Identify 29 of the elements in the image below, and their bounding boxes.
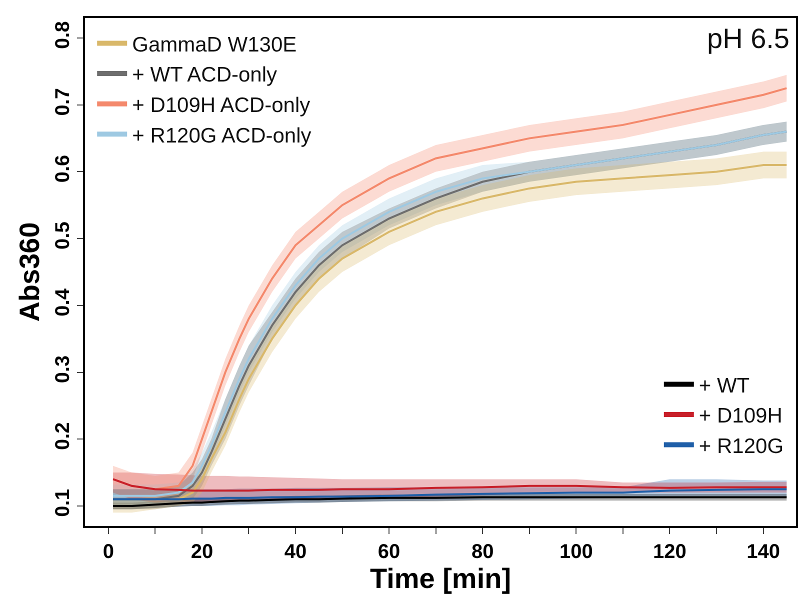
- x-tick-label: 100: [559, 541, 593, 563]
- x-tick-label: 60: [378, 541, 400, 563]
- legend-label: + WT: [698, 374, 750, 398]
- x-tick-label: 140: [746, 541, 780, 563]
- line-series: [178, 164, 788, 500]
- y-tick-label: 0.4: [52, 288, 74, 316]
- x-tick-label: 120: [653, 541, 686, 563]
- y-tick-label: 0.6: [52, 154, 74, 183]
- y-tick-label: 0.5: [52, 222, 74, 250]
- y-tick-label: 0.3: [52, 355, 74, 384]
- x-tick-label: 20: [190, 541, 214, 563]
- line-series: [112, 478, 788, 492]
- x-tick-label: 80: [471, 541, 494, 563]
- x-axis-title: Time [min]: [370, 563, 512, 594]
- y-axis-title: Abs360: [14, 222, 46, 322]
- legend-label: GammaD W130E: [132, 33, 297, 56]
- y-tick-label: 0.7: [52, 88, 74, 116]
- legend-label: + WT ACD-only: [132, 64, 278, 87]
- annotation: pH 6.5: [707, 23, 790, 54]
- legend-label: + D109H: [698, 404, 782, 428]
- line-series: [112, 488, 788, 500]
- y-tick-label: 0.8: [52, 21, 74, 49]
- y-tick-label: 0.1: [52, 489, 74, 517]
- legend-label: + D109H ACD-only: [132, 94, 311, 118]
- legend-label: + R120G ACD-only: [132, 124, 312, 148]
- legend-label: + R120G: [698, 434, 784, 458]
- x-tick-label: 40: [284, 541, 307, 563]
- x-tick-label: 0: [102, 541, 114, 563]
- y-tick-label: 0.2: [52, 422, 74, 450]
